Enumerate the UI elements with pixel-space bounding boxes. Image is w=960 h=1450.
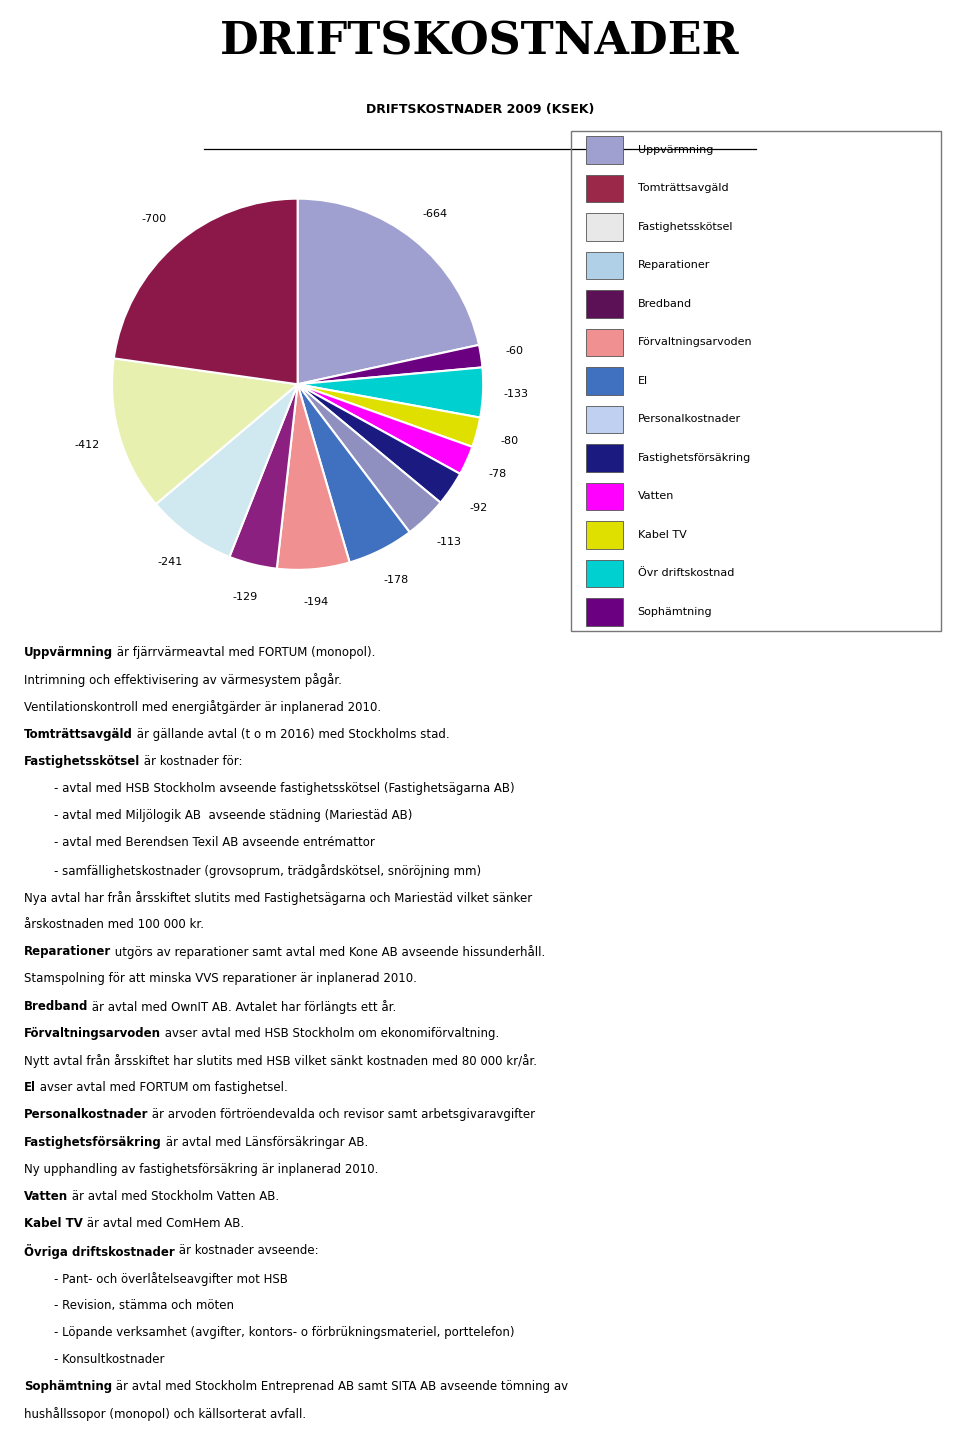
Text: Vatten: Vatten — [24, 1190, 68, 1203]
Text: är arvoden förtröendevalda och revisor samt arbetsgivaravgifter: är arvoden förtröendevalda och revisor s… — [149, 1108, 536, 1121]
Text: -133: -133 — [504, 389, 529, 399]
Bar — [586, 560, 623, 587]
Text: är avtal med Länsförsäkringar AB.: är avtal med Länsförsäkringar AB. — [161, 1135, 368, 1148]
Text: Fastighetsförsäkring: Fastighetsförsäkring — [24, 1135, 161, 1148]
Bar — [586, 213, 623, 241]
Wedge shape — [298, 199, 479, 384]
Text: är avtal med ComHem AB.: är avtal med ComHem AB. — [83, 1217, 244, 1230]
Text: Nytt avtal från årsskiftet har slutits med HSB vilket sänkt kostnaden med 80 000: Nytt avtal från årsskiftet har slutits m… — [24, 1054, 537, 1069]
Text: Tomträttsavgäld: Tomträttsavgäld — [637, 183, 729, 193]
Text: - Pant- och överlåtelseavgifter mot HSB: - Pant- och överlåtelseavgifter mot HSB — [24, 1272, 288, 1286]
Text: avser avtal med FORTUM om fastighetsel.: avser avtal med FORTUM om fastighetsel. — [36, 1082, 288, 1095]
Text: Kabel TV: Kabel TV — [637, 529, 686, 539]
Text: årskostnaden med 100 000 kr.: årskostnaden med 100 000 kr. — [24, 918, 204, 931]
Text: är gällande avtal (t o m 2016) med Stockholms stad.: är gällande avtal (t o m 2016) med Stock… — [132, 728, 449, 741]
Text: - avtal med Berendsen Texil AB avseende entrémattor: - avtal med Berendsen Texil AB avseende … — [24, 837, 374, 850]
Text: Personalkostnader: Personalkostnader — [24, 1108, 149, 1121]
Text: -194: -194 — [303, 597, 329, 608]
Text: Ny upphandling av fastighetsförsäkring är inplanerad 2010.: Ny upphandling av fastighetsförsäkring ä… — [24, 1163, 378, 1176]
Text: -241: -241 — [157, 557, 182, 567]
Bar — [586, 136, 623, 164]
Text: är avtal med Stockholm Entreprenad AB samt SITA AB avseende tömning av: är avtal med Stockholm Entreprenad AB sa… — [112, 1380, 568, 1393]
Bar — [586, 406, 623, 434]
Text: Förvaltningsarvoden: Förvaltningsarvoden — [637, 338, 753, 347]
Text: är avtal med Stockholm Vatten AB.: är avtal med Stockholm Vatten AB. — [68, 1190, 279, 1203]
Text: är fjärrvärmeavtal med FORTUM (monopol).: är fjärrvärmeavtal med FORTUM (monopol). — [113, 647, 375, 660]
Text: Reparationer: Reparationer — [24, 945, 111, 958]
Text: hushållssopor (monopol) och källsorterat avfall.: hushållssopor (monopol) och källsorterat… — [24, 1408, 306, 1421]
Text: Ventilationskontroll med energiåtgärder är inplanerad 2010.: Ventilationskontroll med energiåtgärder … — [24, 700, 381, 715]
Text: DRIFTSKOSTNADER 2009 (KSEK): DRIFTSKOSTNADER 2009 (KSEK) — [366, 103, 594, 116]
Wedge shape — [298, 384, 441, 532]
Text: Övr driftskostnad: Övr driftskostnad — [637, 568, 734, 579]
Text: Intrimning och effektivisering av värmesystem pågår.: Intrimning och effektivisering av värmes… — [24, 673, 342, 687]
Text: - Konsultkostnader: - Konsultkostnader — [24, 1353, 164, 1366]
Wedge shape — [229, 384, 298, 568]
Text: är avtal med OwnIT AB. Avtalet har förlängts ett år.: är avtal med OwnIT AB. Avtalet har förlä… — [88, 999, 396, 1014]
Text: Förvaltningsarvoden: Förvaltningsarvoden — [24, 1027, 161, 1040]
Text: -412: -412 — [75, 439, 100, 450]
Text: -78: -78 — [488, 470, 506, 480]
Bar — [586, 252, 623, 280]
Text: Stamspolning för att minska VVS reparationer är inplanerad 2010.: Stamspolning för att minska VVS reparati… — [24, 973, 417, 986]
Wedge shape — [114, 199, 298, 384]
Text: Tomträttsavgäld: Tomträttsavgäld — [24, 728, 132, 741]
Bar — [586, 290, 623, 318]
Text: Vatten: Vatten — [637, 492, 674, 502]
Text: Nya avtal har från årsskiftet slutits med Fastighetsägarna och Mariestäd vilket : Nya avtal har från årsskiftet slutits me… — [24, 890, 532, 905]
Text: Sophämtning: Sophämtning — [637, 606, 712, 616]
Text: El: El — [24, 1082, 36, 1095]
Bar — [586, 329, 623, 357]
Text: -92: -92 — [469, 503, 488, 512]
Text: Sophämtning: Sophämtning — [24, 1380, 112, 1393]
Text: -664: -664 — [422, 209, 447, 219]
Text: Kabel TV: Kabel TV — [24, 1217, 83, 1230]
Text: - avtal med HSB Stockholm avseende fastighetsskötsel (Fastighetsägarna AB): - avtal med HSB Stockholm avseende fasti… — [24, 782, 515, 795]
Text: -80: -80 — [500, 436, 518, 447]
Text: Personalkostnader: Personalkostnader — [637, 415, 741, 423]
Wedge shape — [276, 384, 349, 570]
Text: är kostnader avseende:: är kostnader avseende: — [175, 1244, 319, 1257]
Text: - Löpande verksamhet (avgifter, kontors- o förbrükningsmateriel, porttelefon): - Löpande verksamhet (avgifter, kontors-… — [24, 1325, 515, 1338]
Text: Fastighetsskötsel: Fastighetsskötsel — [24, 755, 140, 768]
Text: -178: -178 — [383, 574, 409, 584]
Bar — [586, 597, 623, 625]
Bar — [586, 521, 623, 548]
Wedge shape — [156, 384, 298, 557]
Bar — [586, 174, 623, 202]
Bar — [586, 444, 623, 471]
Text: - avtal med Miljölogik AB  avseende städning (Mariestäd AB): - avtal med Miljölogik AB avseende städn… — [24, 809, 413, 822]
Bar — [586, 483, 623, 510]
Text: Reparationer: Reparationer — [637, 260, 710, 270]
Text: -113: -113 — [437, 538, 462, 548]
Text: Fastighetsskötsel: Fastighetsskötsel — [637, 222, 733, 232]
Text: Uppvärmning: Uppvärmning — [637, 145, 713, 155]
Text: -60: -60 — [505, 347, 523, 357]
Text: DRIFTSKOSTNADER: DRIFTSKOSTNADER — [220, 20, 740, 64]
Text: Uppvärmning: Uppvärmning — [24, 647, 113, 660]
Wedge shape — [298, 384, 460, 503]
Text: Bredband: Bredband — [637, 299, 692, 309]
Text: Övriga driftskostnader: Övriga driftskostnader — [24, 1244, 175, 1260]
Text: - Revision, stämma och möten: - Revision, stämma och möten — [24, 1299, 234, 1312]
Text: är kostnader för:: är kostnader för: — [140, 755, 243, 768]
Text: El: El — [637, 376, 648, 386]
Text: -129: -129 — [232, 592, 257, 602]
Text: avser avtal med HSB Stockholm om ekonomiförvaltning.: avser avtal med HSB Stockholm om ekonomi… — [161, 1027, 499, 1040]
Wedge shape — [112, 358, 298, 505]
Text: Bredband: Bredband — [24, 999, 88, 1012]
Text: utgörs av reparationer samt avtal med Kone AB avseende hissunderhåll.: utgörs av reparationer samt avtal med Ko… — [111, 945, 545, 958]
Bar — [586, 367, 623, 394]
Wedge shape — [298, 345, 483, 384]
Text: - samfällighetskostnader (grovsoprum, trädgårdskötsel, snöröjning mm): - samfällighetskostnader (grovsoprum, tr… — [24, 864, 481, 877]
Text: Fastighetsförsäkring: Fastighetsförsäkring — [637, 452, 751, 463]
Wedge shape — [298, 367, 483, 418]
Wedge shape — [298, 384, 480, 447]
Wedge shape — [298, 384, 472, 474]
Text: -700: -700 — [141, 215, 166, 223]
Wedge shape — [298, 384, 410, 563]
